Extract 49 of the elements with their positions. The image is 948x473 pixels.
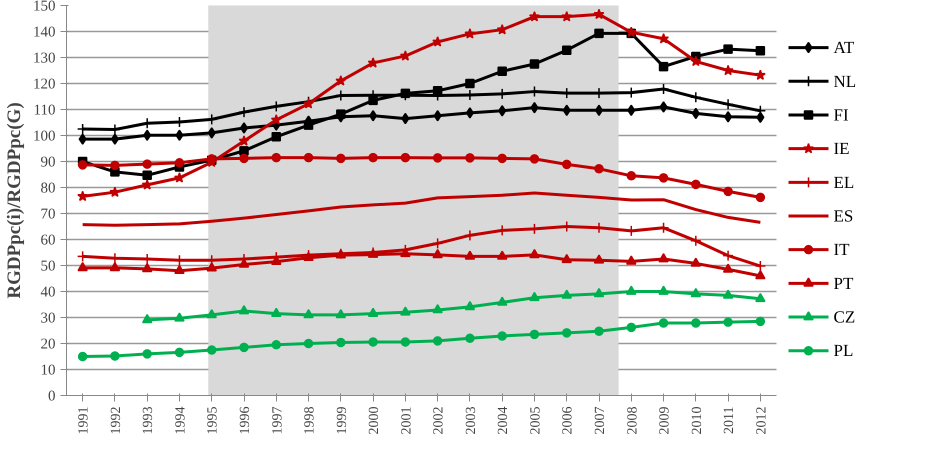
x-tick-label: 1996 — [238, 406, 253, 434]
x-tick-label: 1999 — [334, 406, 350, 434]
x-tick-label: 2000 — [367, 406, 382, 434]
x-tick-label: 2009 — [658, 406, 673, 434]
x-tick-label: 1994 — [173, 406, 188, 434]
y-tick-label: 80 — [40, 180, 56, 196]
y-tick-label: 30 — [40, 310, 56, 326]
legend-label: PL — [834, 341, 854, 360]
y-tick-label: 10 — [40, 362, 56, 378]
x-tick-label: 2007 — [593, 406, 608, 434]
x-tick-label: 1997 — [270, 406, 286, 434]
x-tick-label: 2011 — [722, 406, 738, 434]
x-tick-label: 1992 — [108, 406, 124, 434]
x-tick-label: 1995 — [206, 406, 221, 434]
y-tick-label: 50 — [40, 258, 56, 274]
y-axis-title: RGDPpc(i)/RGDPpc(G) — [4, 102, 25, 299]
y-tick-label: 150 — [33, 0, 56, 14]
legend-label: NL — [834, 72, 856, 91]
y-tick-label: 0 — [48, 388, 56, 404]
x-tick-label: 2001 — [399, 406, 414, 434]
x-tick-label: 2005 — [528, 406, 544, 434]
y-tick-label: 120 — [33, 76, 56, 92]
y-tick-label: 140 — [33, 24, 56, 40]
y-tick-label: 60 — [40, 232, 56, 248]
x-tick-label: 2012 — [754, 406, 770, 434]
x-tick-label: 1998 — [302, 406, 318, 434]
x-tick-label: 2002 — [432, 406, 447, 434]
x-tick-label: 2010 — [690, 406, 705, 434]
x-tick-label: 2004 — [496, 406, 512, 434]
legend-label: PT — [834, 274, 854, 293]
y-tick-label: 110 — [34, 102, 56, 118]
x-tick-label: 2003 — [464, 406, 479, 434]
x-tick-label: 2006 — [560, 406, 576, 434]
x-tick-label: 2008 — [625, 406, 640, 434]
legend-label: ES — [834, 206, 854, 226]
y-tick-label: 100 — [33, 128, 56, 144]
legend-label: IT — [834, 240, 850, 260]
y-tick-label: 20 — [40, 336, 56, 352]
legend-label: CZ — [834, 308, 856, 327]
legend-label: AT — [834, 38, 855, 58]
y-tick-label: 130 — [33, 50, 56, 66]
legend-label: IE — [834, 139, 850, 158]
y-tick-label: 40 — [40, 284, 56, 300]
x-tick-label: 1993 — [141, 406, 156, 434]
y-tick-label: 70 — [40, 206, 56, 222]
x-tick-label: 1991 — [76, 406, 92, 434]
y-tick-label: 90 — [40, 154, 56, 170]
legend-label: EL — [834, 172, 854, 192]
legend-label: FI — [834, 105, 849, 124]
